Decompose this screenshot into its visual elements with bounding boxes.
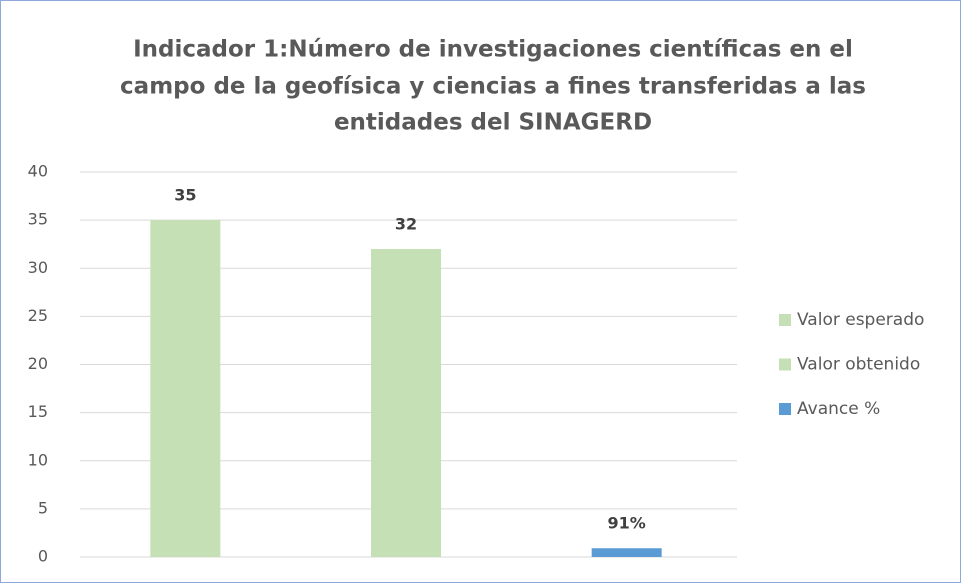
legend-swatch xyxy=(779,358,791,371)
bar xyxy=(371,249,441,557)
legend-swatch xyxy=(779,403,791,415)
y-tick-label: 20 xyxy=(28,354,48,373)
y-tick-label: 35 xyxy=(28,210,48,229)
bar xyxy=(150,220,221,557)
y-tick-label: 15 xyxy=(28,402,48,421)
chart-title: campo de la geofísica y ciencias a fines… xyxy=(120,74,866,100)
legend-label: Valor esperado xyxy=(797,310,924,330)
y-tick-label: 0 xyxy=(38,547,48,566)
data-label: 91% xyxy=(608,514,646,533)
legend-swatch xyxy=(779,314,791,326)
legend-label: Avance % xyxy=(797,399,880,419)
y-tick-label: 30 xyxy=(28,258,48,277)
y-tick-label: 40 xyxy=(28,162,48,181)
data-label: 35 xyxy=(174,186,196,205)
chart-title: Indicador 1:Número de investigaciones ci… xyxy=(133,37,853,63)
y-tick-label: 5 xyxy=(38,498,48,517)
y-tick-label: 25 xyxy=(28,306,48,325)
legend-label: Valor obtenido xyxy=(797,355,920,375)
chart-title: entidades del SINAGERD xyxy=(334,110,652,136)
y-tick-label: 10 xyxy=(28,450,48,469)
bar xyxy=(591,548,662,557)
data-label: 32 xyxy=(395,215,417,234)
